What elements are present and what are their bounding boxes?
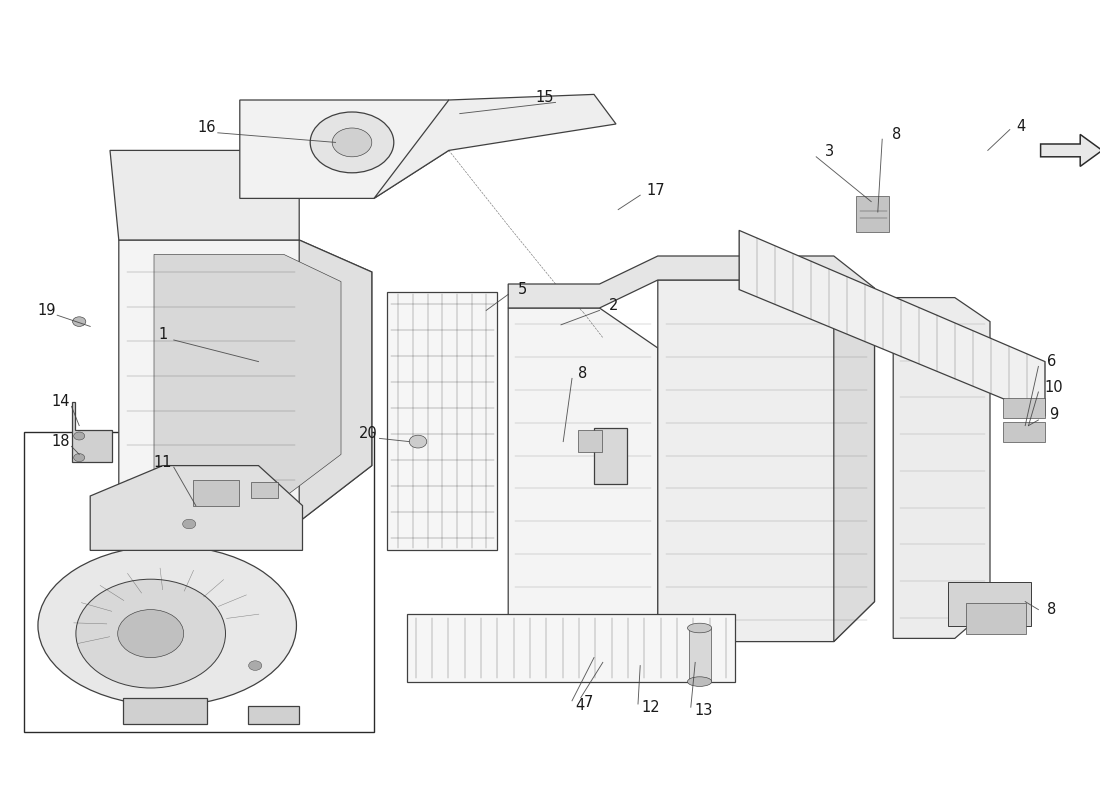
Polygon shape <box>123 698 207 724</box>
Polygon shape <box>594 428 627 484</box>
Bar <box>578 430 602 452</box>
Polygon shape <box>119 240 372 522</box>
Bar <box>251 482 278 498</box>
Polygon shape <box>834 280 874 642</box>
Text: 10: 10 <box>1045 380 1063 394</box>
Polygon shape <box>739 230 1045 416</box>
Circle shape <box>74 432 85 440</box>
Bar <box>689 628 711 682</box>
Text: 20: 20 <box>359 426 378 441</box>
Circle shape <box>310 112 394 173</box>
Text: 15: 15 <box>536 90 553 105</box>
Ellipse shape <box>688 623 712 633</box>
Circle shape <box>183 519 196 529</box>
Circle shape <box>74 454 85 462</box>
Text: 4: 4 <box>575 698 584 713</box>
Bar <box>1003 398 1045 418</box>
Text: 8: 8 <box>1047 602 1056 617</box>
Bar <box>192 480 239 506</box>
Bar <box>24 432 374 732</box>
Polygon shape <box>240 100 449 198</box>
Text: 8: 8 <box>892 127 901 142</box>
Text: 9: 9 <box>1049 407 1058 422</box>
Bar <box>856 196 889 232</box>
Circle shape <box>118 610 184 658</box>
Text: 5: 5 <box>518 282 527 297</box>
Polygon shape <box>110 150 365 240</box>
Polygon shape <box>299 240 372 522</box>
Text: 14: 14 <box>52 394 69 409</box>
Text: 17: 17 <box>647 183 664 198</box>
Polygon shape <box>374 94 616 198</box>
Polygon shape <box>248 706 299 724</box>
Text: 1: 1 <box>158 327 167 342</box>
Circle shape <box>73 317 86 326</box>
Text: 16: 16 <box>198 121 216 135</box>
Polygon shape <box>508 256 874 308</box>
Polygon shape <box>1041 134 1100 166</box>
Text: 18: 18 <box>52 434 69 449</box>
Circle shape <box>249 661 262 670</box>
Polygon shape <box>407 614 735 682</box>
Polygon shape <box>154 254 341 498</box>
Text: 8: 8 <box>579 366 587 381</box>
Text: 12: 12 <box>642 700 660 714</box>
Text: 4: 4 <box>1016 119 1025 134</box>
Text: 13: 13 <box>695 703 713 718</box>
Text: 7: 7 <box>584 695 593 710</box>
Bar <box>966 603 1026 634</box>
Text: 2: 2 <box>609 298 618 313</box>
Bar <box>948 582 1031 626</box>
Ellipse shape <box>688 677 712 686</box>
Circle shape <box>409 435 427 448</box>
Polygon shape <box>508 308 658 642</box>
Text: 19: 19 <box>37 303 55 318</box>
Bar <box>1003 422 1045 442</box>
Polygon shape <box>72 402 112 462</box>
Ellipse shape <box>37 546 297 706</box>
Polygon shape <box>387 292 497 550</box>
Polygon shape <box>658 280 874 642</box>
Text: 3: 3 <box>825 145 834 159</box>
Text: 6: 6 <box>1047 354 1056 369</box>
Text: 11: 11 <box>154 455 172 470</box>
Polygon shape <box>893 298 990 638</box>
Polygon shape <box>90 466 302 550</box>
Circle shape <box>332 128 372 157</box>
Circle shape <box>76 579 226 688</box>
